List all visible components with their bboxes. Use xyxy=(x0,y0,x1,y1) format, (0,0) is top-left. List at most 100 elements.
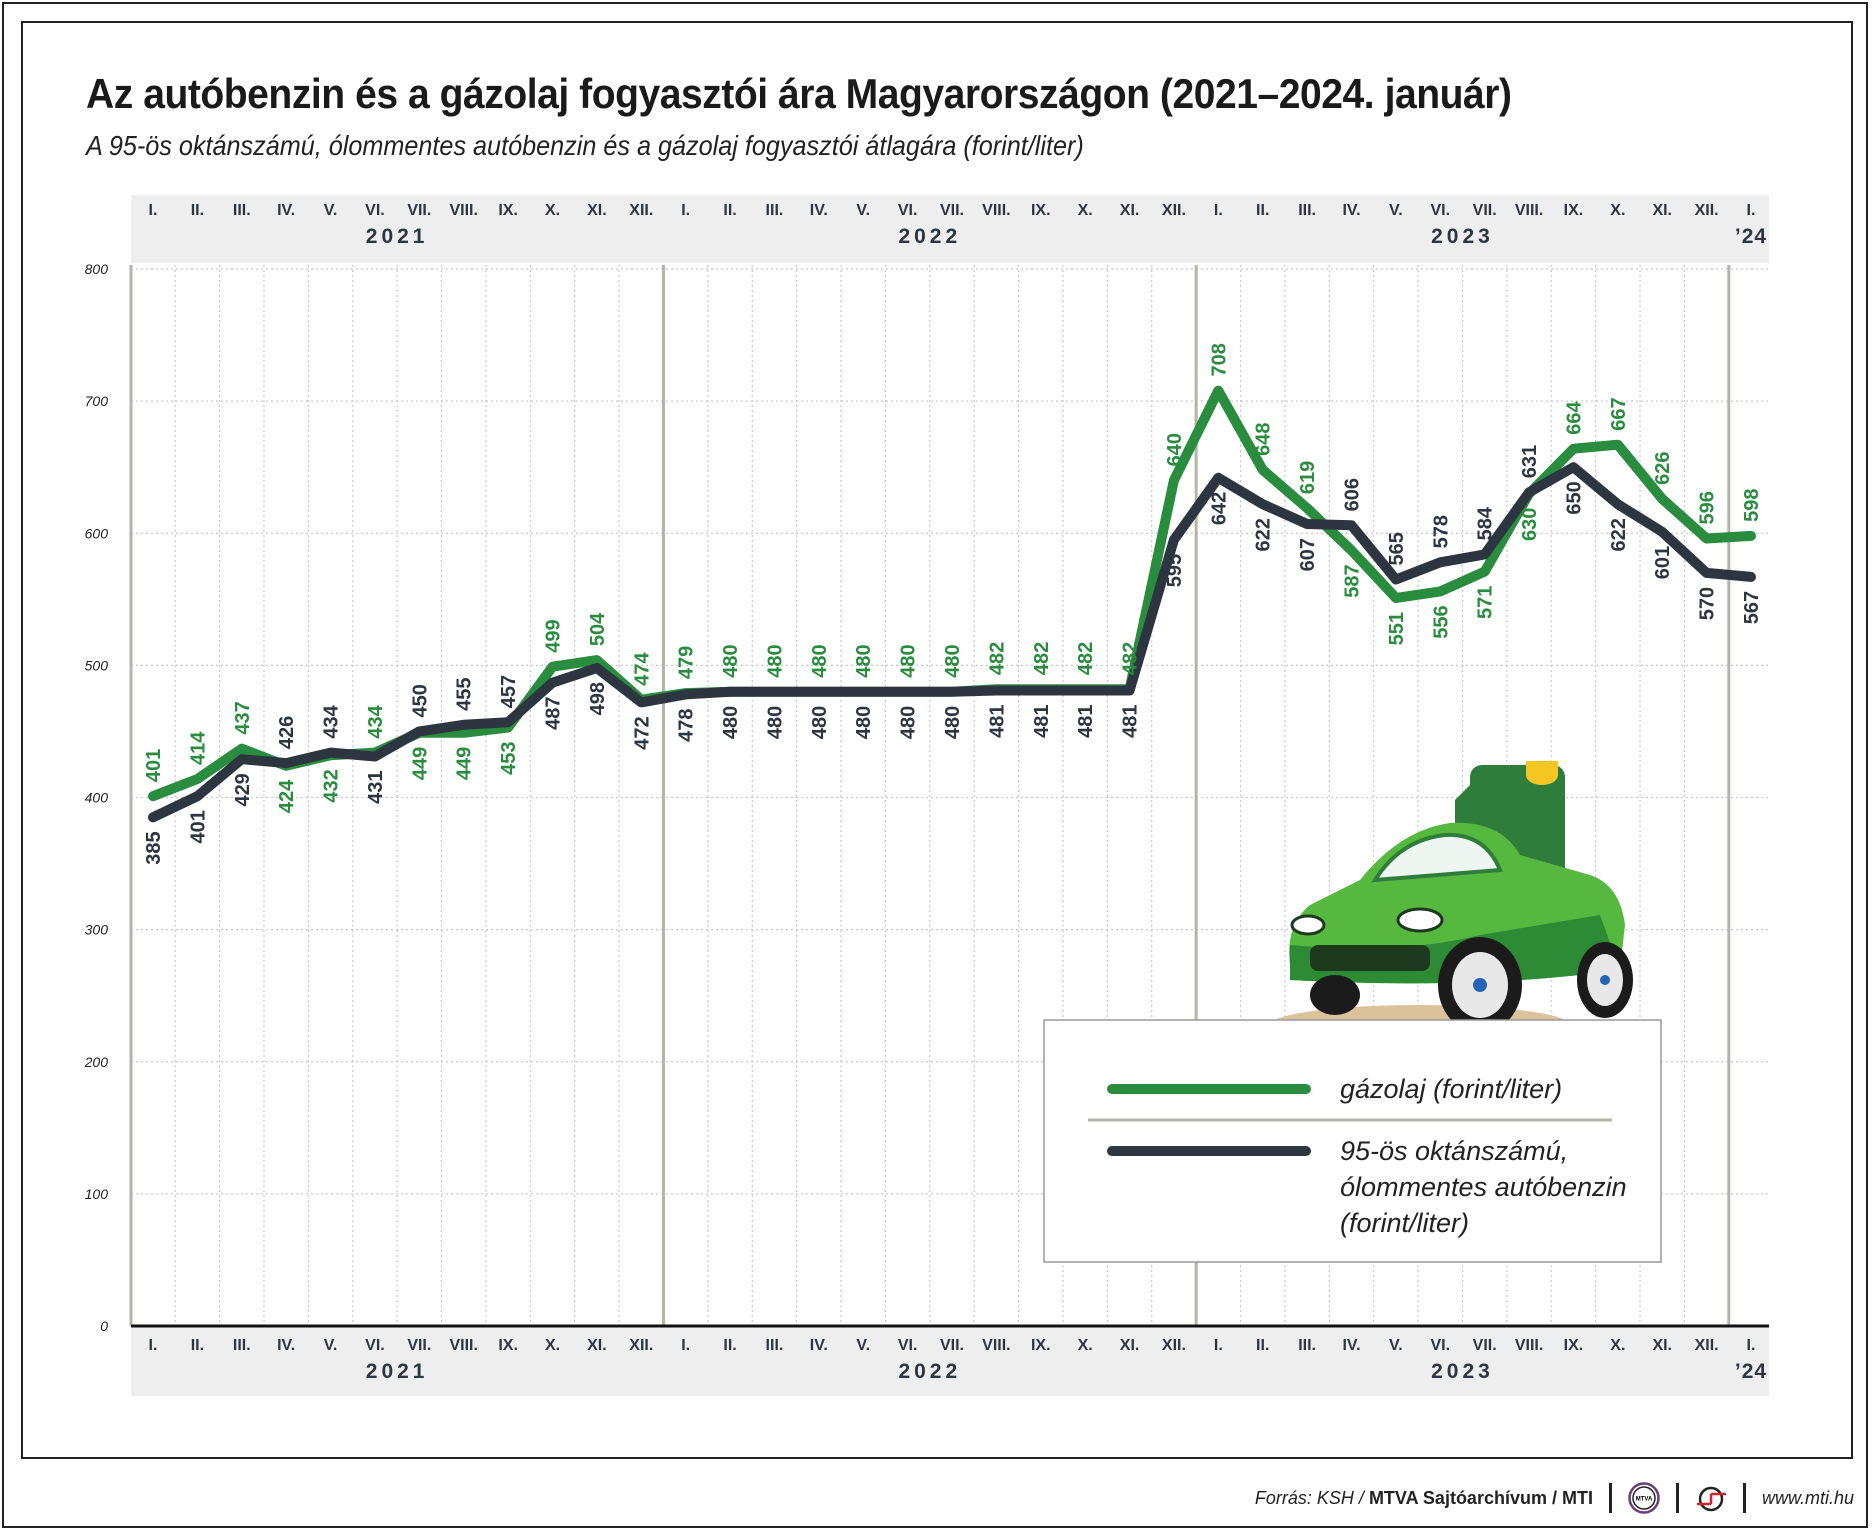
separator xyxy=(1675,1483,1679,1513)
top-year-label: 2021 xyxy=(366,225,429,248)
petrol-data-label: 570 xyxy=(1697,587,1719,620)
top-month-label: IV. xyxy=(1342,202,1360,219)
petrol-data-label: 481 xyxy=(1075,704,1097,737)
petrol-data-label: 601 xyxy=(1652,546,1674,579)
top-month-label: XI. xyxy=(1652,202,1672,219)
petrol-data-label: 607 xyxy=(1297,538,1319,571)
top-year-label: 2022 xyxy=(898,225,961,248)
bottom-month-label: I. xyxy=(1747,1337,1756,1354)
top-month-label: VII. xyxy=(407,202,431,219)
source-text: Forrás: KSH / MTVA Sajtóarchívum / MTI xyxy=(1255,1488,1593,1509)
bottom-month-label: IV. xyxy=(277,1337,295,1354)
petrol-data-label: 401 xyxy=(187,810,209,843)
top-month-label: V. xyxy=(856,202,870,219)
diesel-data-label: 480 xyxy=(898,644,920,677)
petrol-data-label: 578 xyxy=(1430,515,1452,548)
top-month-label: III. xyxy=(1298,202,1316,219)
y-tick-label: 500 xyxy=(85,657,109,673)
bottom-month-label: III. xyxy=(1298,1337,1316,1354)
top-month-label: VII. xyxy=(940,202,964,219)
diesel-data-label: 482 xyxy=(1120,642,1142,675)
chart-subtitle: A 95-ös oktánszámú, ólommentes autóbenzi… xyxy=(86,130,1084,161)
bottom-month-label: VIII. xyxy=(449,1337,477,1354)
top-month-label: XI. xyxy=(587,202,607,219)
bottom-year-label: 2021 xyxy=(366,1360,429,1383)
top-month-label: III. xyxy=(766,202,784,219)
bottom-month-label: VIII. xyxy=(1515,1337,1543,1354)
y-tick-label: 800 xyxy=(85,261,109,277)
diesel-data-label: 424 xyxy=(276,779,298,813)
diesel-data-label: 474 xyxy=(631,651,653,685)
diesel-data-label: 453 xyxy=(498,741,520,774)
website-link[interactable]: www.mti.hu xyxy=(1761,1487,1854,1508)
top-month-label: VI. xyxy=(898,202,918,219)
bottom-month-label: I. xyxy=(681,1337,690,1354)
petrol-data-label: 480 xyxy=(764,706,786,739)
petrol-data-label: 631 xyxy=(1519,445,1541,478)
y-tick-label: 700 xyxy=(85,393,109,409)
diesel-data-label: 708 xyxy=(1208,343,1230,376)
diesel-data-label: 449 xyxy=(409,747,431,780)
top-year-label: 2023 xyxy=(1431,225,1494,248)
diesel-data-label: 449 xyxy=(454,747,476,780)
bottom-month-label: XI. xyxy=(587,1337,607,1354)
petrol-data-label: 480 xyxy=(942,706,964,739)
diesel-data-label: 626 xyxy=(1652,452,1674,485)
diesel-data-label: 499 xyxy=(543,619,565,652)
legend-label-petrol-line3: (forint/liter) xyxy=(1340,1208,1469,1238)
diesel-data-label: 587 xyxy=(1342,564,1364,597)
diesel-data-label: 414 xyxy=(187,731,209,765)
diesel-data-label: 648 xyxy=(1253,422,1275,455)
bottom-year-label: 2023 xyxy=(1431,1360,1494,1383)
petrol-data-label: 431 xyxy=(365,771,387,804)
petrol-data-label: 481 xyxy=(986,704,1008,737)
diesel-data-label: 480 xyxy=(720,644,742,677)
top-month-label: X. xyxy=(545,202,560,219)
legend-label-petrol-line1: 95-ös oktánszámú, xyxy=(1340,1136,1568,1166)
diesel-data-label: 596 xyxy=(1697,491,1719,524)
bottom-month-label: VII. xyxy=(940,1337,964,1354)
mtva-logo-icon: MTVA xyxy=(1628,1482,1660,1514)
legend-box xyxy=(1043,1019,1662,1263)
top-month-label: IX. xyxy=(1031,202,1051,219)
top-month-label: IV. xyxy=(810,202,828,219)
diesel-data-label: 598 xyxy=(1741,489,1763,522)
series-lines xyxy=(148,385,1756,823)
bottom-month-label: XII. xyxy=(1162,1337,1186,1354)
bottom-year-label: 2022 xyxy=(898,1360,961,1383)
diesel-data-label: 401 xyxy=(143,749,165,782)
axis-bands xyxy=(131,195,1769,1396)
petrol-data-label: 472 xyxy=(631,716,653,749)
bottom-axis-band xyxy=(131,1326,1769,1396)
source-prefix: Forrás: KSH / xyxy=(1254,1487,1369,1508)
top-month-label: V. xyxy=(1389,202,1403,219)
bottom-month-label: III. xyxy=(233,1337,251,1354)
top-month-label: XII. xyxy=(1695,202,1719,219)
petrol-data-label: 565 xyxy=(1386,532,1408,565)
petrol-data-label: 622 xyxy=(1608,518,1630,551)
petrol-line xyxy=(148,462,1756,823)
footer: Forrás: KSH / MTVA Sajtóarchívum / MTI M… xyxy=(1255,1480,1854,1516)
petrol-data-label: 567 xyxy=(1741,591,1763,624)
svg-text:MTVA: MTVA xyxy=(1636,1497,1653,1503)
bottom-month-label: III. xyxy=(766,1337,784,1354)
chart-title: Az autóbenzin és a gázolaj fogyasztói ár… xyxy=(86,70,1512,117)
diesel-data-label: 482 xyxy=(1031,642,1053,675)
bottom-month-label: I. xyxy=(1214,1337,1223,1354)
petrol-data-label: 480 xyxy=(809,706,831,739)
top-month-label: XII. xyxy=(1162,202,1186,219)
top-month-label: XI. xyxy=(1120,202,1140,219)
top-month-label: III. xyxy=(233,202,251,219)
bottom-year-label: ’24 xyxy=(1735,1360,1767,1383)
diesel-data-label: 504 xyxy=(587,612,609,646)
petrol-data-label: 480 xyxy=(853,706,875,739)
top-month-label: VI. xyxy=(365,202,385,219)
top-month-label: VIII. xyxy=(982,202,1010,219)
separator xyxy=(1742,1483,1746,1513)
petrol-data-label: 480 xyxy=(898,706,920,739)
diesel-data-label: 480 xyxy=(809,644,831,677)
diesel-data-label: 551 xyxy=(1386,612,1408,645)
bottom-month-label: IX. xyxy=(1031,1337,1051,1354)
